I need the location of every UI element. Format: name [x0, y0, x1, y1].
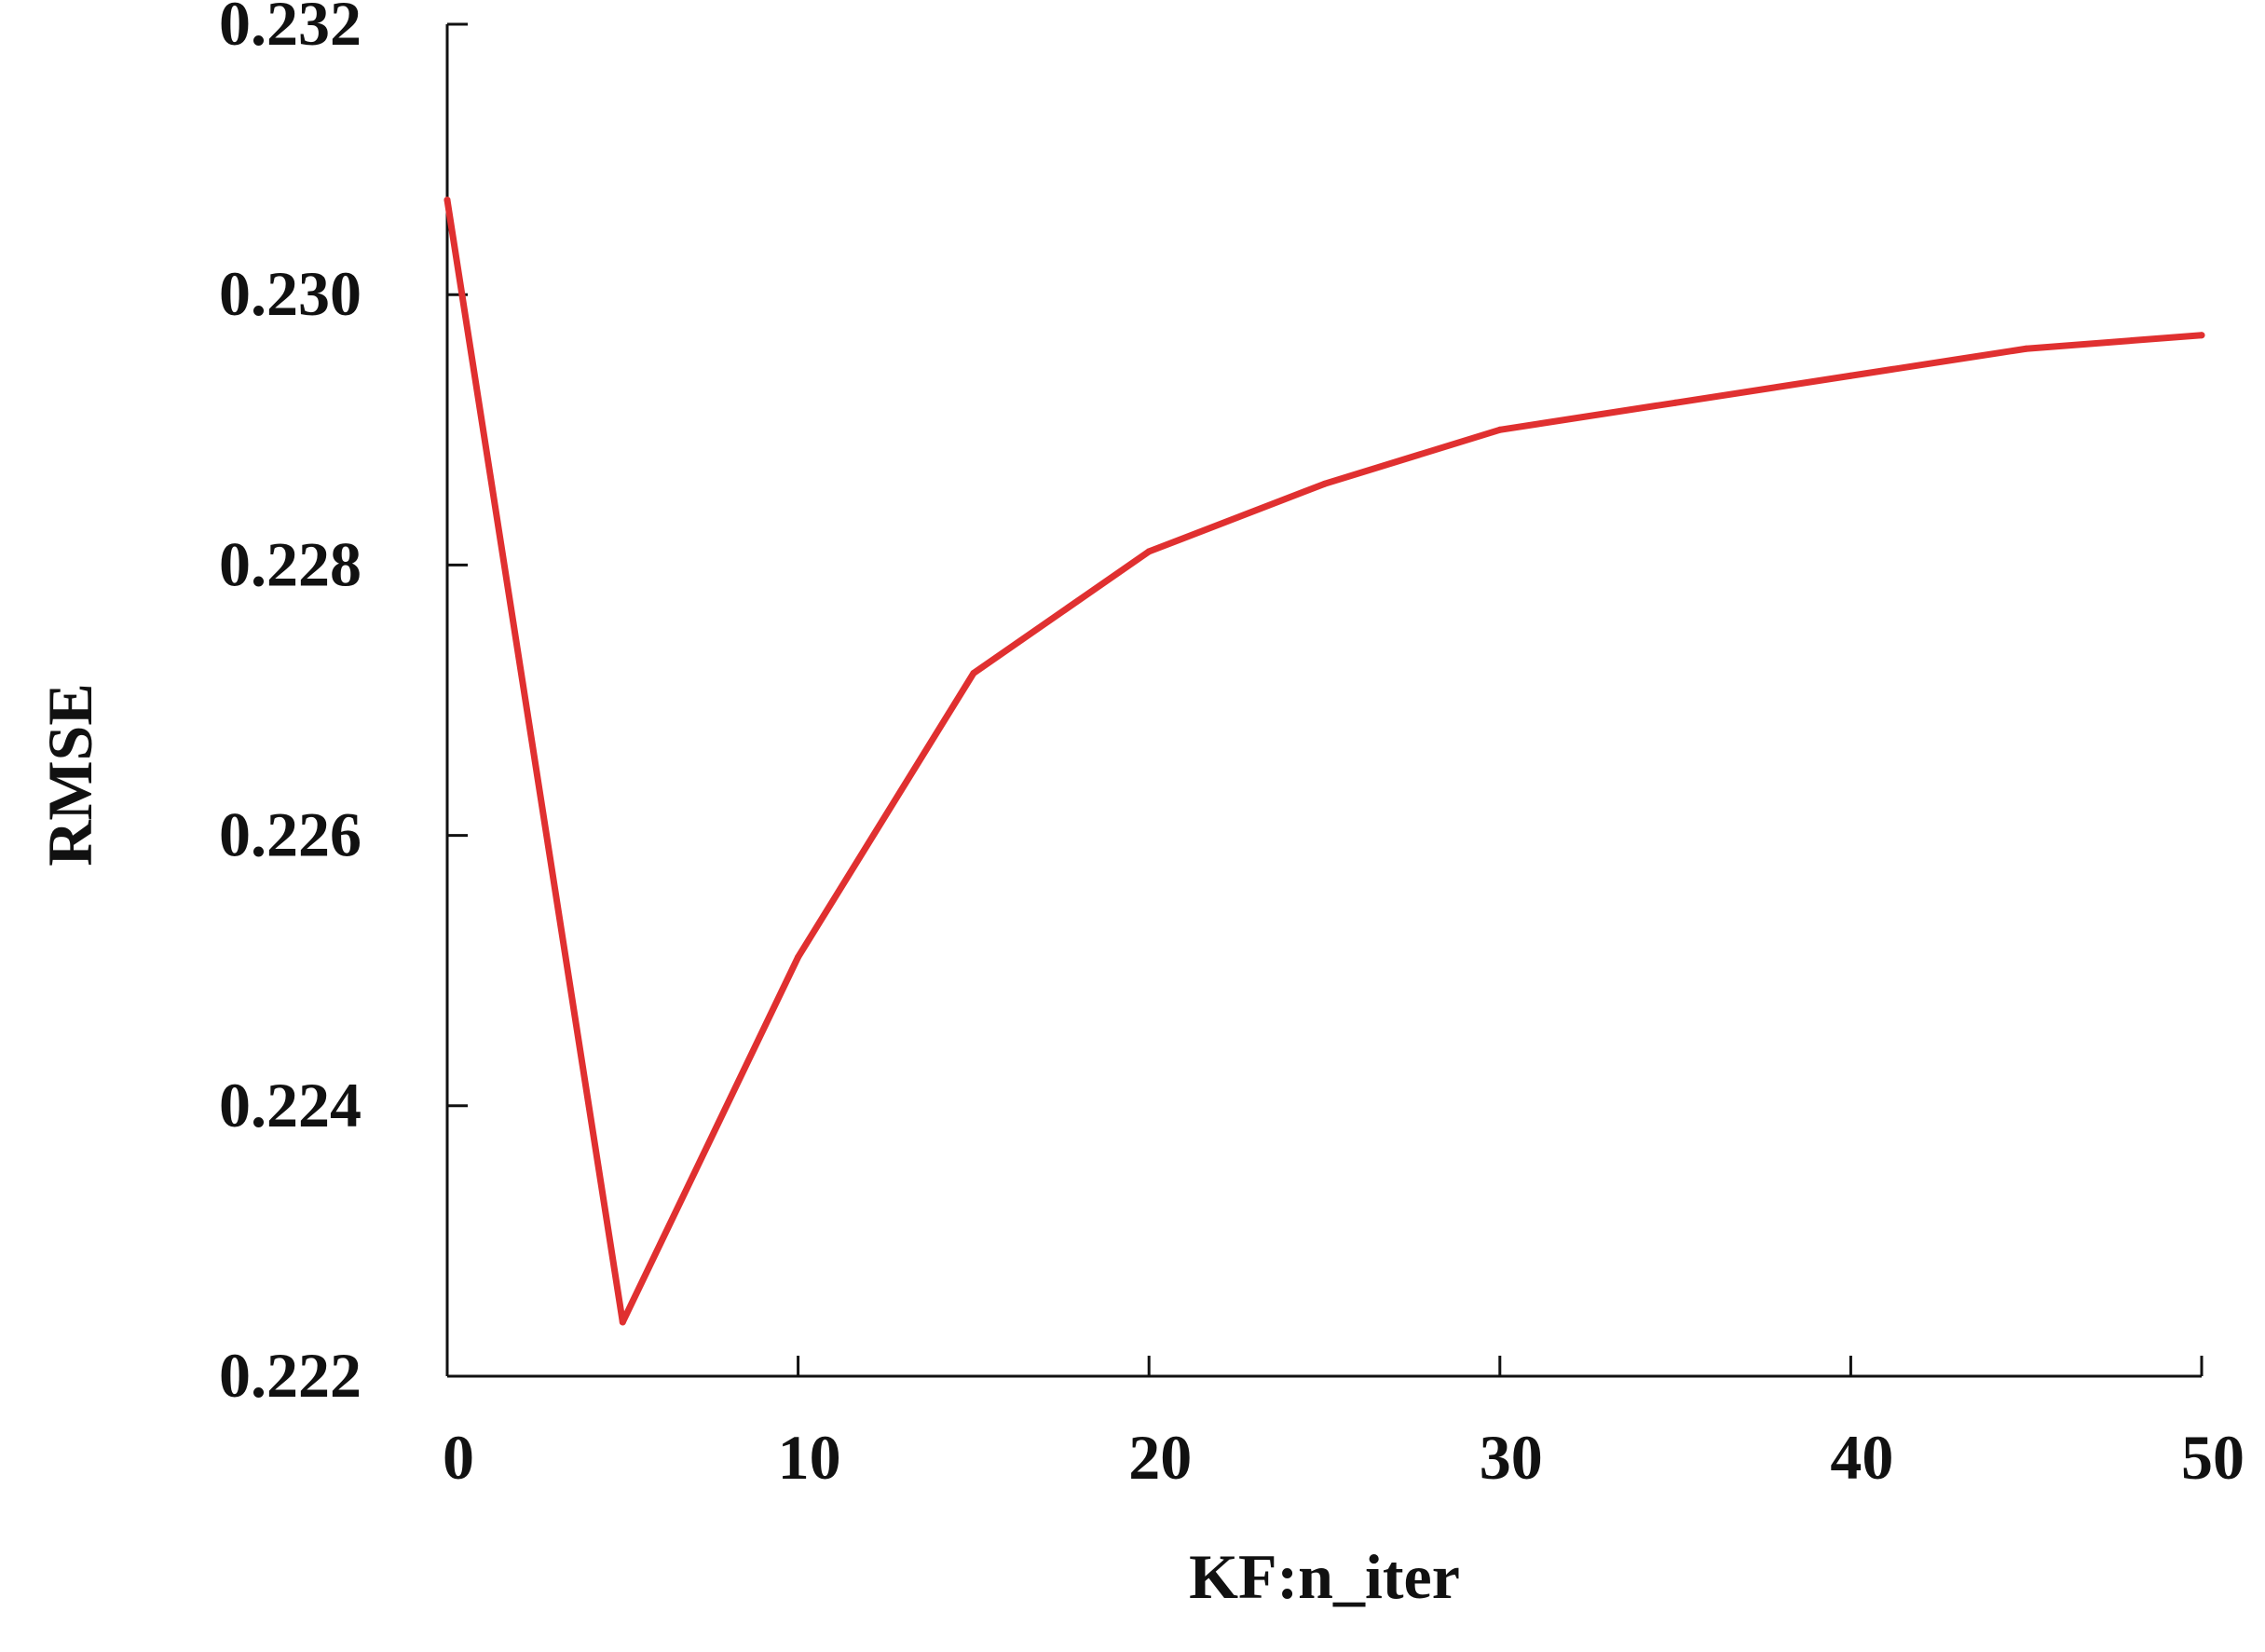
- series-line: [443, 197, 2205, 1326]
- y-ticks: 0.222 0.224 0.226 0.228 0.230 0.232: [219, 0, 468, 1411]
- data-point: [2198, 332, 2205, 339]
- data-point: [795, 953, 802, 961]
- x-tick-label: 20: [1128, 1422, 1192, 1493]
- x-ticks: 0 10 20 30 40 50: [443, 1356, 2245, 1493]
- data-point: [1496, 426, 1504, 433]
- data-point: [970, 669, 977, 676]
- y-tick-label: 0.232: [219, 0, 362, 59]
- data-point: [1145, 548, 1153, 555]
- data-point: [619, 1318, 626, 1326]
- axes: [445, 24, 2202, 1378]
- x-tick-label: 40: [1830, 1422, 1893, 1493]
- x-tick-label: 30: [1480, 1422, 1543, 1493]
- y-tick-label: 0.230: [219, 258, 362, 329]
- x-axis-title: KF:n_iter: [1189, 1541, 1460, 1612]
- y-axis-title: RMSE: [34, 683, 105, 866]
- y-tick-label: 0.228: [219, 528, 362, 599]
- series-group: [443, 197, 2205, 1326]
- y-tick-label: 0.222: [219, 1340, 362, 1411]
- data-point: [443, 197, 451, 204]
- x-tick-label: 50: [2181, 1422, 2245, 1493]
- y-tick-label: 0.224: [219, 1070, 362, 1140]
- data-point: [1847, 372, 1854, 379]
- y-tick-label: 0.226: [219, 799, 362, 870]
- x-tick-label: 0: [443, 1422, 474, 1493]
- data-point: [1321, 480, 1328, 487]
- data-point: [2023, 345, 2030, 352]
- x-tick-label: 10: [778, 1422, 841, 1493]
- data-point: [1671, 399, 1679, 406]
